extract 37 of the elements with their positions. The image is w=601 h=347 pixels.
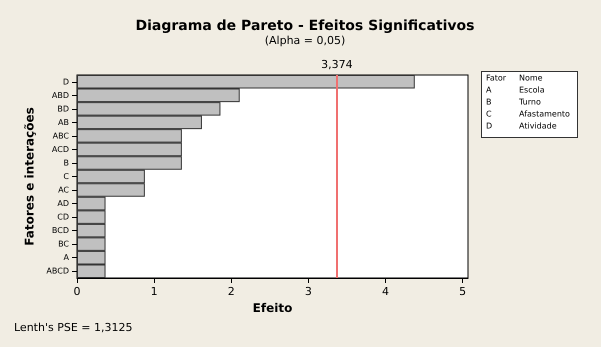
x-axis-title: Efeito xyxy=(252,300,292,315)
y-tick-label: A xyxy=(64,253,70,262)
chart-subtitle: (Alpha = 0,05) xyxy=(264,34,346,47)
y-tick-label: ABCD xyxy=(46,266,69,276)
y-tick-label: AC xyxy=(58,186,70,195)
text: A xyxy=(486,86,492,94)
y-tick-label: BD xyxy=(57,104,69,114)
x-tick-label: 0 xyxy=(74,285,80,298)
text: Turno xyxy=(518,98,541,106)
text: Lenth's PSE = 1,3125 xyxy=(14,321,132,334)
y-tick-label: ABC xyxy=(52,131,70,140)
text: Atividade xyxy=(519,122,557,130)
x-tick-label: 1 xyxy=(150,285,158,298)
y-tick-label: ACD xyxy=(52,144,69,154)
y-tick-label: AB xyxy=(58,118,69,127)
y-tick-label: CD xyxy=(57,212,69,222)
x-tick-label: 5 xyxy=(459,285,466,298)
x-tick-label: 4 xyxy=(382,285,389,298)
ref-line-label: 3,374 xyxy=(321,58,353,71)
x-tick-label: 3 xyxy=(304,285,312,298)
y-tick-label: ABD xyxy=(52,90,69,100)
y-axis-title: Fatores e interações xyxy=(22,107,37,246)
y-tick-label: BCD xyxy=(52,226,69,236)
y-tick-label: C xyxy=(63,172,70,181)
text: C xyxy=(486,110,492,118)
text: B xyxy=(486,98,492,106)
text: Fator xyxy=(486,74,507,82)
x-tick-label: 2 xyxy=(228,285,235,298)
y-tick-label: D xyxy=(62,77,69,86)
text: Nome xyxy=(519,74,543,82)
y-tick-label: B xyxy=(64,158,69,168)
y-tick-label: AD xyxy=(57,199,69,208)
text: Afastamento xyxy=(519,110,570,118)
y-tick-label: BC xyxy=(58,240,70,249)
text: Escola xyxy=(519,86,545,94)
text: D xyxy=(486,122,492,130)
chart-title: Diagrama de Pareto - Efeitos Significativos xyxy=(136,18,474,34)
